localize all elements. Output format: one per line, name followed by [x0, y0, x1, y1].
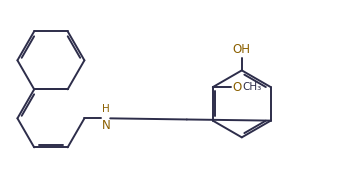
Text: CH₃: CH₃: [242, 82, 262, 92]
Text: N: N: [101, 119, 110, 132]
Text: H: H: [102, 104, 110, 114]
Text: O: O: [232, 81, 241, 94]
Text: OH: OH: [233, 43, 251, 56]
